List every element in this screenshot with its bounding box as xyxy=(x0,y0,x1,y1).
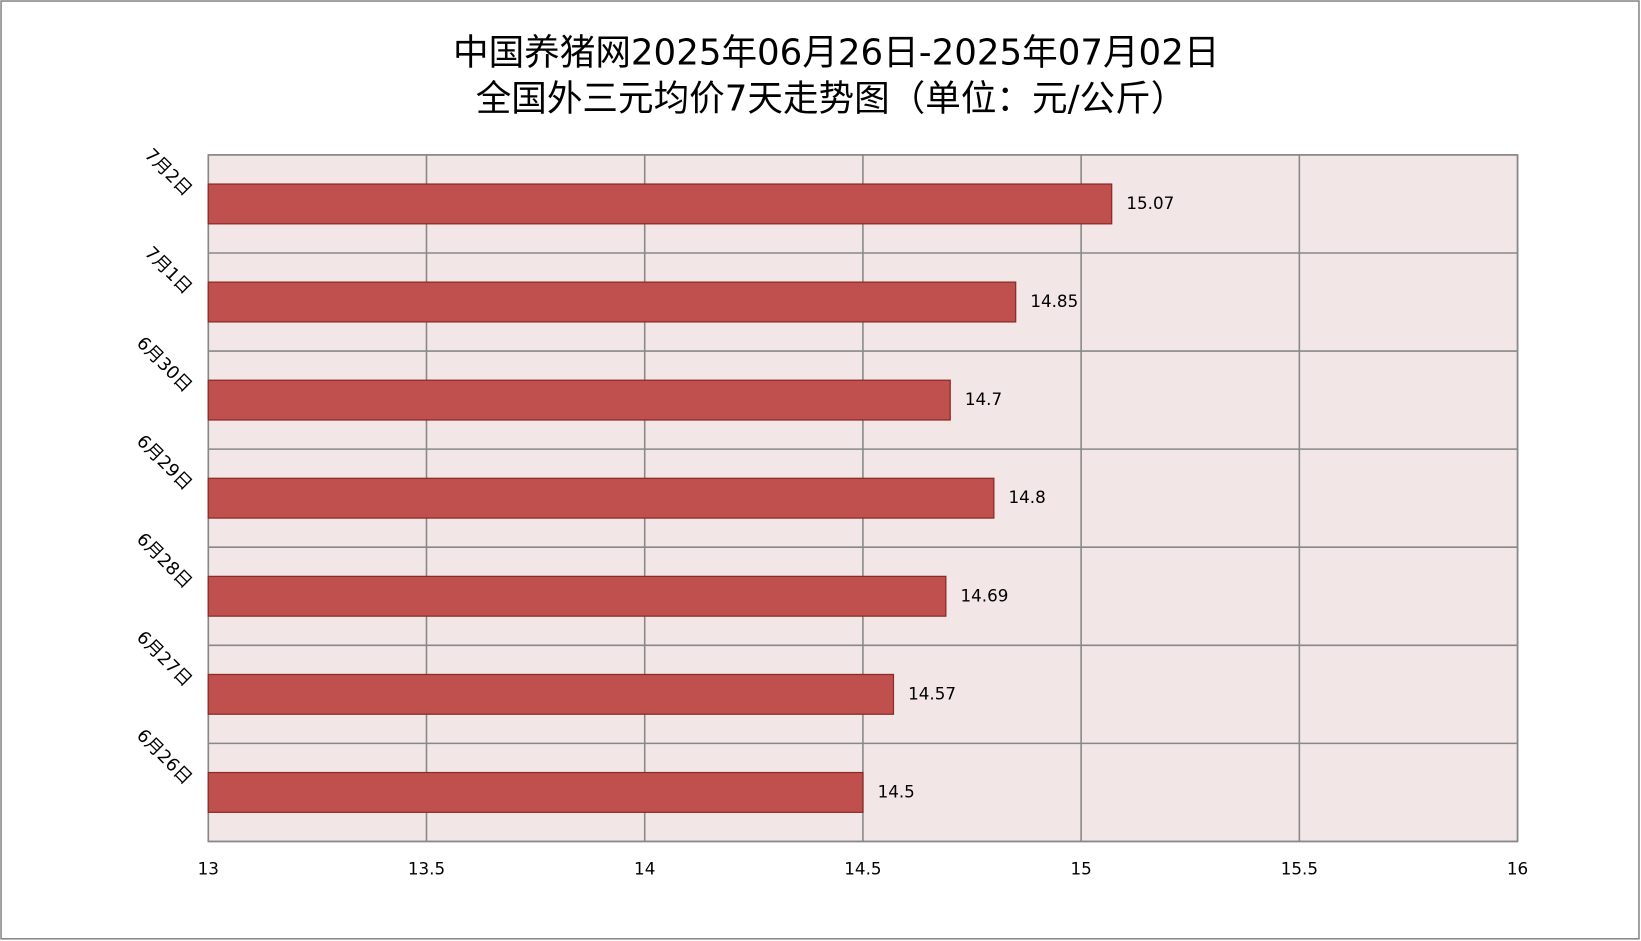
bar xyxy=(207,771,864,813)
value-label: 14.7 xyxy=(965,389,1002,409)
x-tick-label: 13.5 xyxy=(408,859,445,879)
x-tick-label: 15.5 xyxy=(1281,859,1318,879)
x-tick-label: 13 xyxy=(198,859,219,879)
x-tick-label: 14 xyxy=(634,859,655,879)
value-label: 14.69 xyxy=(960,585,1008,605)
value-label: 14.8 xyxy=(1009,487,1046,507)
bar xyxy=(207,281,1017,323)
bar xyxy=(207,673,895,715)
bar xyxy=(207,477,995,519)
x-tick-label: 15 xyxy=(1070,859,1091,879)
chart-subtitle: 全国外三元均价7天走势图（单位：元/公斤） xyxy=(476,78,1187,119)
value-label: 15.07 xyxy=(1126,193,1174,213)
value-label: 14.85 xyxy=(1030,291,1078,311)
bar xyxy=(207,379,951,421)
chart-title: 中国养猪网2025年06月26日-2025年07月02日 xyxy=(453,32,1219,73)
x-tick-label: 14.5 xyxy=(844,859,881,879)
bar xyxy=(207,575,947,617)
bar xyxy=(207,183,1113,225)
value-label: 14.5 xyxy=(878,781,915,801)
value-label: 14.57 xyxy=(908,683,956,703)
x-tick-label: 16 xyxy=(1507,859,1528,879)
